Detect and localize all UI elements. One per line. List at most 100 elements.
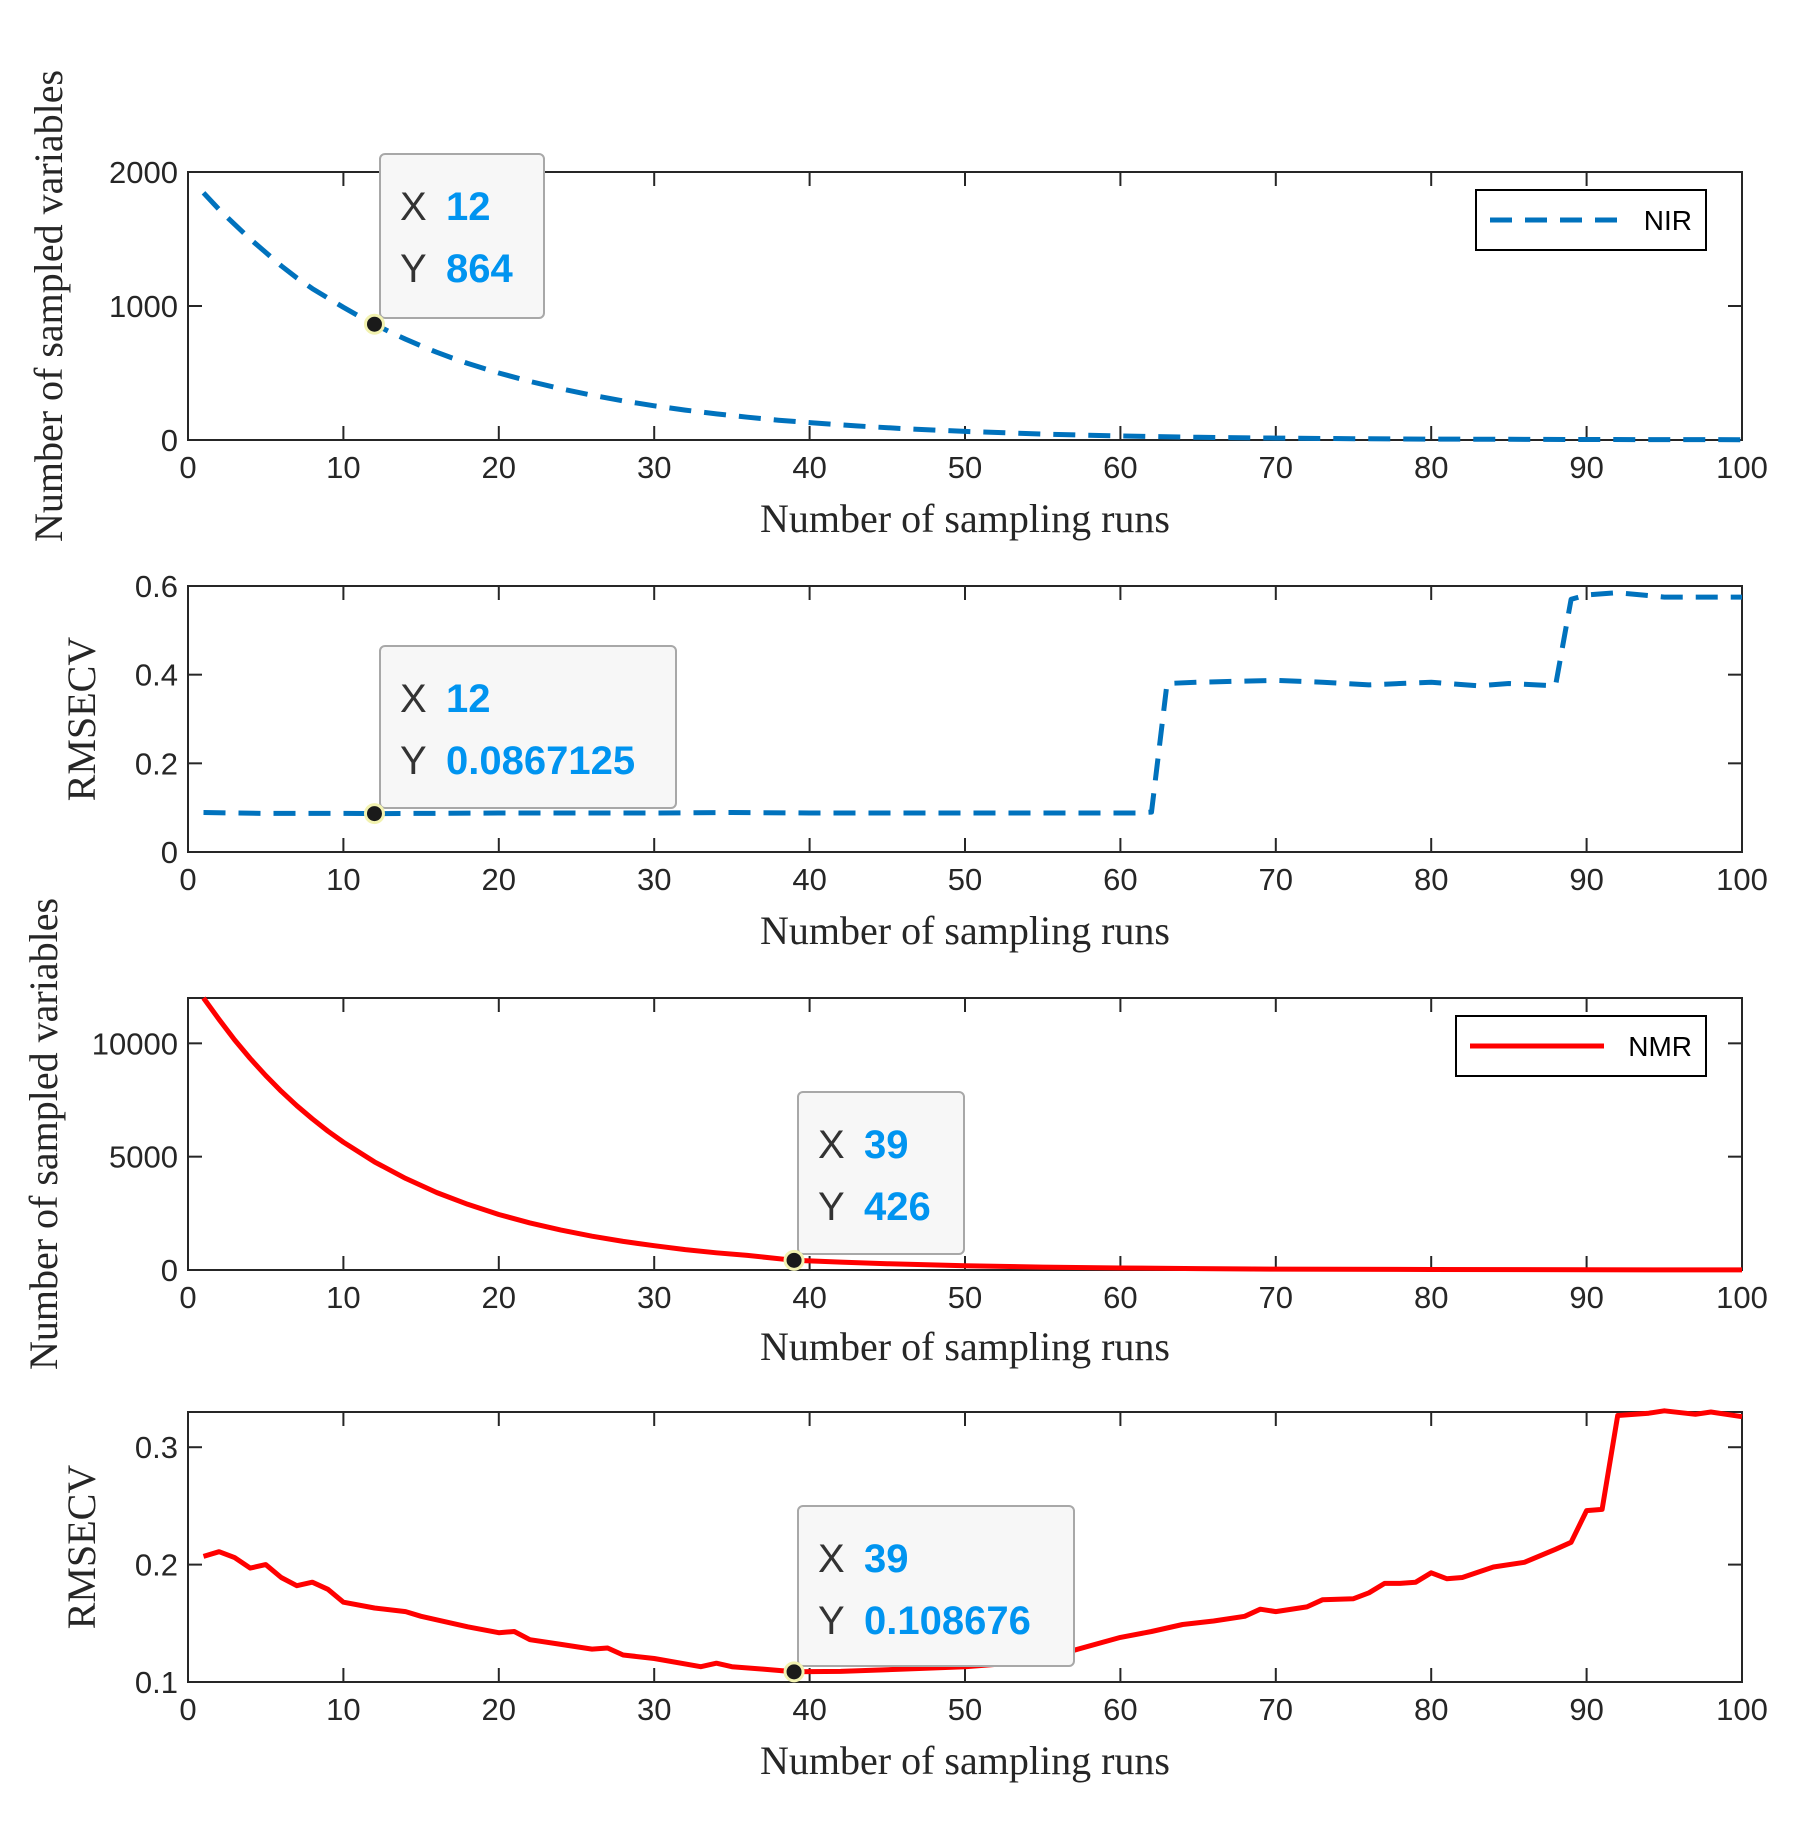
datatip-x-value: 39 <box>864 1537 909 1581</box>
datatip-x-key: X <box>400 185 427 229</box>
x-tick-label: 70 <box>1259 1692 1293 1727</box>
x-tick-label: 80 <box>1414 1692 1448 1727</box>
x-tick-label: 30 <box>637 1280 671 1315</box>
x-tick-label: 60 <box>1103 1692 1137 1727</box>
x-tick-label: 60 <box>1103 450 1137 485</box>
y-tick-label: 5000 <box>109 1140 178 1175</box>
y-tick-label: 0 <box>161 835 178 870</box>
datatip-x-key: X <box>400 677 427 721</box>
series-line-nmr <box>201 996 1743 1273</box>
x-tick-label: 10 <box>326 1692 360 1727</box>
y-tick-label: 1000 <box>109 289 178 324</box>
chart-nmr-rmsecv: 0 10 20 30 40 50 60 70 80 90 100 0.1 0.2 0.3 Number of… <box>59 1408 1768 1783</box>
y-axis-label: Number of sampled variables <box>21 898 66 1370</box>
x-tick-label: 40 <box>792 1280 826 1315</box>
x-tick-label: 30 <box>637 862 671 897</box>
x-tick-label: 10 <box>326 450 360 485</box>
datatip-y-value: 426 <box>864 1185 931 1229</box>
x-axis-label: Number of sampling runs <box>760 1738 1170 1783</box>
datatip-y-value: 0.0867125 <box>446 739 635 783</box>
x-tick-label: 0 <box>179 862 196 897</box>
x-tick-label: 30 <box>637 450 671 485</box>
x-tick-label: 40 <box>792 450 826 485</box>
datatip-x-key: X <box>818 1123 845 1167</box>
datatip-y-key: Y <box>818 1185 845 1229</box>
x-tick-label: 80 <box>1414 450 1448 485</box>
chart-nir-rmsecv: 0 10 20 30 40 50 60 70 80 90 100 0 0.2 0.4 0.6 Number o… <box>59 569 1768 953</box>
x-tick-label: 40 <box>792 862 826 897</box>
x-tick-label: 100 <box>1716 450 1768 485</box>
x-tick-label: 50 <box>948 862 982 897</box>
x-tick-label: 0 <box>179 1692 196 1727</box>
x-tick-label: 50 <box>948 1692 982 1727</box>
x-tick-label: 50 <box>948 450 982 485</box>
x-tick-label: 10 <box>326 862 360 897</box>
x-tick-label: 60 <box>1103 1280 1137 1315</box>
y-tick-label: 10000 <box>92 1026 178 1061</box>
datatip-box <box>379 645 677 809</box>
y-tick-label: 2000 <box>109 155 178 190</box>
datatip-x-value: 12 <box>446 185 491 229</box>
datatip-x-key: X <box>818 1537 845 1581</box>
x-tick-label: 20 <box>482 1280 516 1315</box>
datatip-marker[interactable] <box>783 1661 805 1683</box>
datatip-marker[interactable] <box>363 313 385 335</box>
datatip-box <box>379 153 545 319</box>
x-tick-label: 90 <box>1569 862 1603 897</box>
legend: NMR <box>1455 1015 1707 1077</box>
datatip[interactable]: X 39 Y 426 <box>783 1091 965 1271</box>
x-axis-label: Number of sampling runs <box>760 496 1170 541</box>
chart-nmr-vars: 0 10 20 30 40 50 60 70 80 90 100 0 5000 10000 Number o… <box>21 898 1768 1370</box>
y-tick-label: 0.2 <box>135 746 178 781</box>
y-tick-label: 0.4 <box>135 658 178 693</box>
legend-label: NIR <box>1644 205 1692 236</box>
datatip[interactable]: X 12 Y 0.0867125 <box>363 645 677 825</box>
datatip-y-value: 864 <box>446 247 513 291</box>
x-tick-label: 0 <box>179 450 196 485</box>
x-tick-label: 80 <box>1414 1280 1448 1315</box>
x-tick-label: 20 <box>482 450 516 485</box>
datatip-x-value: 12 <box>446 677 491 721</box>
y-tick-label: 0.2 <box>135 1548 178 1583</box>
series-line-nir-rmsecv <box>203 590 1742 817</box>
datatip-box <box>797 1505 1075 1667</box>
y-axis-label: RMSECV <box>59 637 104 802</box>
y-tick-label: 0.1 <box>135 1665 178 1700</box>
series-line-nir <box>201 191 1743 443</box>
x-tick-label: 40 <box>792 1692 826 1727</box>
x-tick-label: 10 <box>326 1280 360 1315</box>
y-tick-label: 0.6 <box>135 569 178 604</box>
datatip-x-value: 39 <box>864 1123 909 1167</box>
x-tick-label: 20 <box>482 862 516 897</box>
datatip-y-key: Y <box>400 739 427 783</box>
y-tick-label: 0.3 <box>135 1430 178 1465</box>
x-tick-label: 90 <box>1569 1280 1603 1315</box>
x-tick-label: 90 <box>1569 450 1603 485</box>
x-tick-label: 30 <box>637 1692 671 1727</box>
x-tick-label: 60 <box>1103 862 1137 897</box>
x-tick-label: 100 <box>1716 862 1768 897</box>
x-tick-label: 70 <box>1259 1280 1293 1315</box>
legend-label: NMR <box>1628 1031 1692 1062</box>
datatip-y-value: 0.108676 <box>864 1599 1031 1643</box>
datatip-box <box>797 1091 965 1255</box>
x-tick-label: 0 <box>179 1280 196 1315</box>
x-tick-label: 70 <box>1259 450 1293 485</box>
y-tick-label: 0 <box>161 1253 178 1288</box>
x-tick-label: 70 <box>1259 862 1293 897</box>
x-tick-label: 20 <box>482 1692 516 1727</box>
datatip-marker[interactable] <box>363 803 385 825</box>
datatip[interactable]: X 39 Y 0.108676 <box>783 1505 1075 1683</box>
y-axis-label: RMSECV <box>59 1465 104 1630</box>
x-tick-label: 50 <box>948 1280 982 1315</box>
y-axis-label: Number of sampled variables <box>26 70 71 542</box>
datatip[interactable]: X 12 Y 864 <box>363 153 545 335</box>
x-axis-label: Number of sampling runs <box>760 908 1170 953</box>
x-tick-label: 90 <box>1569 1692 1603 1727</box>
y-tick-label: 0 <box>161 423 178 458</box>
datatip-marker[interactable] <box>783 1249 805 1271</box>
x-axis-label: Number of sampling runs <box>760 1324 1170 1369</box>
datatip-y-key: Y <box>818 1599 845 1643</box>
